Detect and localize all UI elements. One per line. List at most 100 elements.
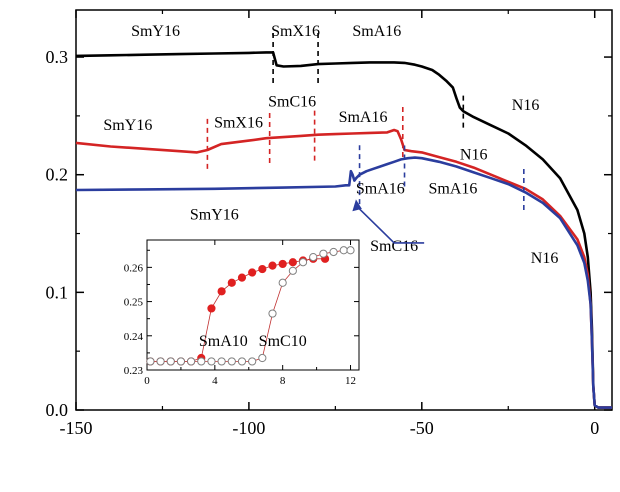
- chart_data.inset.annotations.0.text-subscript: 10: [232, 333, 248, 350]
- chart_data.annotations.3.text: N16: [512, 97, 540, 114]
- chart_data.annotations.11.text-text: SmA: [428, 181, 461, 198]
- chart_data.annotations.12.text-text: N: [531, 250, 543, 267]
- x-tick-label: -100: [232, 418, 265, 438]
- smc-arrow-head: [352, 199, 362, 212]
- inset-point-filled: [268, 261, 277, 270]
- chart_data.annotations.2.text-text: SmA: [352, 23, 385, 40]
- inset-point-filled: [227, 278, 236, 287]
- inset-point-filled: [258, 264, 267, 274]
- inset-x-tick-label: 0: [144, 375, 150, 387]
- inset-point-open: [258, 353, 267, 363]
- chart_data.annotations.13.text-subscript: 16: [402, 238, 418, 255]
- chart_data.inset.annotations.1.text: SmC10: [259, 333, 307, 350]
- chart_data.annotations.8.text: N16: [460, 146, 488, 163]
- inset-point-open: [227, 357, 236, 366]
- chart_data.annotations.13.text: SmC16: [370, 238, 418, 255]
- inset-point-open: [298, 258, 308, 267]
- chart_data.annotations.12.text-subscript: 16: [542, 250, 558, 267]
- plot-frame: [75, 9, 613, 411]
- chart_data.annotations.4.text: SmY16: [103, 117, 152, 134]
- chart_data.annotations.9.text-subscript: 16: [223, 206, 239, 223]
- chart_data.annotations.3.text-text: N: [512, 97, 524, 114]
- inset-y-tick-label: 0.23: [124, 365, 144, 377]
- chart_data.annotations.11.text: SmA16: [428, 181, 477, 198]
- inset-point-open: [186, 357, 196, 366]
- inset-x-tick-label: 4: [212, 375, 218, 387]
- inset-point-open: [166, 357, 175, 366]
- chart_data.annotations.2.text: SmA16: [352, 23, 401, 40]
- inset-point-open: [319, 249, 328, 258]
- inset-point-open: [268, 309, 277, 318]
- y-tick-label: 0.0: [46, 400, 69, 420]
- chart_data.annotations.5.text-text: SmX: [214, 115, 247, 132]
- chart_data.inset.annotations.0.text: SmA10: [199, 333, 248, 350]
- chart_data.annotations.7.text-text: SmA: [339, 109, 372, 126]
- chart_data.annotations.9.text: SmY16: [190, 206, 239, 223]
- x-tick-label: -150: [60, 418, 93, 438]
- inset-point-open: [176, 357, 186, 366]
- inset-y-tick-label: 0.24: [124, 331, 144, 343]
- chart_data.annotations.5.text: SmX16: [214, 115, 263, 132]
- inset-point-open: [146, 357, 155, 366]
- y-tick-label: 0.3: [46, 47, 69, 67]
- chart_data.inset.annotations.1.text-subscript: 10: [291, 333, 307, 350]
- inset-x-tick-label: 12: [345, 375, 356, 387]
- chart_data.annotations.13.text-text: SmC: [370, 238, 402, 255]
- x-tick-label: -50: [410, 418, 434, 438]
- inset-point-open: [309, 253, 318, 262]
- chart_data.annotations.0.text-text: SmY: [131, 23, 164, 40]
- chart_data.annotations.10.text-subscript: 16: [389, 181, 405, 198]
- inset-point-filled: [207, 304, 216, 313]
- chart_data.annotations.7.text: SmA16: [339, 109, 388, 126]
- chart_data.annotations.2.text-subscript: 16: [385, 23, 401, 40]
- inset-point-open: [217, 357, 226, 366]
- chart_data.annotations.12.text: N16: [531, 250, 559, 267]
- inset-point-open: [248, 357, 257, 366]
- chart_data.annotations.0.text: SmY16: [131, 23, 180, 40]
- chart_data.annotations.6.text: SmC16: [268, 93, 316, 110]
- chart_data.annotations.1.text-text: SmX: [271, 23, 304, 40]
- inset-point-open: [237, 357, 247, 366]
- inset-point-open: [339, 246, 348, 255]
- chart_data.annotations.3.text-subscript: 16: [523, 97, 539, 114]
- chart_data.annotations.8.text-subscript: 16: [471, 146, 487, 163]
- smc-arrow-line: [358, 208, 425, 244]
- chart_data.annotations.10.text-text: SmA: [356, 181, 389, 198]
- chart_data.annotations.8.text-text: N: [460, 146, 472, 163]
- inset-point-open: [207, 357, 216, 366]
- chart_data.annotations.4.text-text: SmY: [103, 117, 136, 134]
- chart_data.annotations.10.text: SmA16: [356, 181, 405, 198]
- inset-point-open: [278, 278, 287, 287]
- chart_data.annotations.1.text-subscript: 16: [304, 23, 320, 40]
- chart_data.annotations.0.text-subscript: 16: [164, 23, 180, 40]
- inset-point-filled: [288, 258, 297, 267]
- series-line-2: [75, 156, 612, 409]
- inset-point-filled: [237, 273, 247, 282]
- chart_data.annotations.6.text-subscript: 16: [300, 93, 316, 110]
- chart_data.annotations.7.text-subscript: 16: [371, 109, 387, 126]
- inset-y-tick-label: 0.26: [124, 262, 144, 274]
- chart_data.inset.annotations.1.text-text: SmC: [259, 333, 291, 350]
- inset-x-tick-label: 8: [280, 375, 286, 387]
- chart_data.annotations.11.text-subscript: 16: [461, 181, 477, 198]
- inset-point-open: [346, 246, 355, 255]
- x-tick-label: 0: [590, 418, 599, 438]
- chart_data.annotations.1.text: SmX16: [271, 23, 320, 40]
- chart_data.annotations.6.text-text: SmC: [268, 93, 300, 110]
- inset-point-open: [156, 357, 165, 366]
- inset-point-open: [329, 247, 338, 257]
- chart_data.annotations.9.text-text: SmY: [190, 206, 223, 223]
- y-tick-label: 0.1: [46, 282, 69, 302]
- inset-point-open: [288, 266, 297, 275]
- chart_data.inset.annotations.0.text-text: SmA: [199, 333, 232, 350]
- inset-point-open: [197, 357, 206, 366]
- inset-y-tick-label: 0.25: [124, 297, 144, 309]
- inset-point-filled: [248, 268, 257, 277]
- y-tick-label: 0.2: [46, 165, 69, 185]
- inset-point-filled: [278, 259, 287, 269]
- chart_data.annotations.5.text-subscript: 16: [247, 115, 263, 132]
- chart_data.annotations.4.text-subscript: 16: [136, 117, 152, 134]
